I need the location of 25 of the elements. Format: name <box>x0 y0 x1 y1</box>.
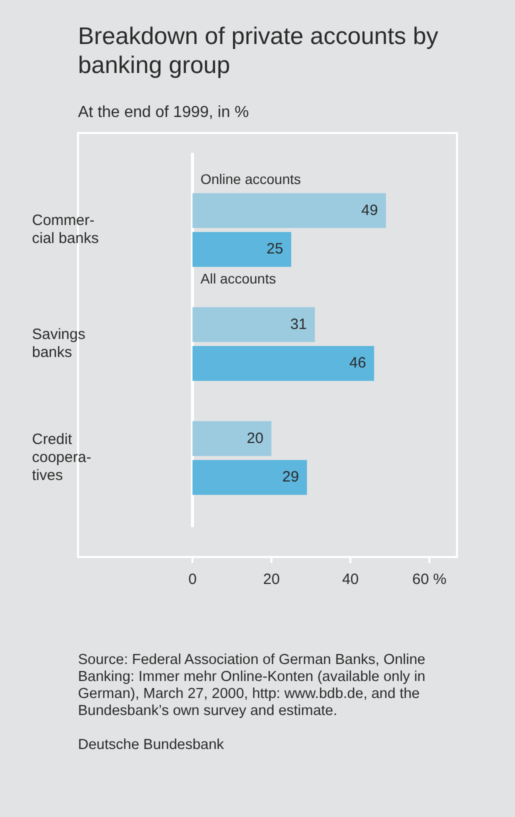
data-label: 31 <box>290 316 307 333</box>
y-tick-label: Credit coopera- tives <box>32 431 92 484</box>
chart-title: Breakdown of private accounts by banking group <box>78 22 440 80</box>
x-tick-label: 0 <box>188 571 197 588</box>
y-tick-label: Commer- cial banks <box>32 212 99 248</box>
bar <box>192 193 386 228</box>
source-note: Source: Federal Association of German Banks, Online Banking: Immer mehr Online-Konten (available only in German), March 27, 2000, http: www.bdb.de, and the Bundesbank’s own survey and estimate. <box>78 652 426 720</box>
chart-subtitle: At the end of 1999, in % <box>78 104 249 122</box>
text: Deutsche Bundesbank <box>78 737 225 754</box>
bar <box>192 460 307 495</box>
bar <box>192 232 292 267</box>
bar <box>192 421 272 456</box>
data-label: 25 <box>266 240 284 258</box>
x-tick-label: 60 % <box>412 571 446 588</box>
y-tick-label: Savings banks <box>32 326 86 362</box>
bar <box>192 346 374 381</box>
data-label: 46 <box>349 354 366 372</box>
series-label: All accounts <box>200 270 276 287</box>
data-label: 49 <box>361 202 378 219</box>
x-tick-label: 20 <box>263 571 280 588</box>
series-label: Online accounts <box>200 171 301 188</box>
bar <box>192 307 315 342</box>
data-label: 29 <box>282 468 299 486</box>
x-tick-label: 40 <box>342 571 359 588</box>
data-label: 20 <box>246 430 264 447</box>
